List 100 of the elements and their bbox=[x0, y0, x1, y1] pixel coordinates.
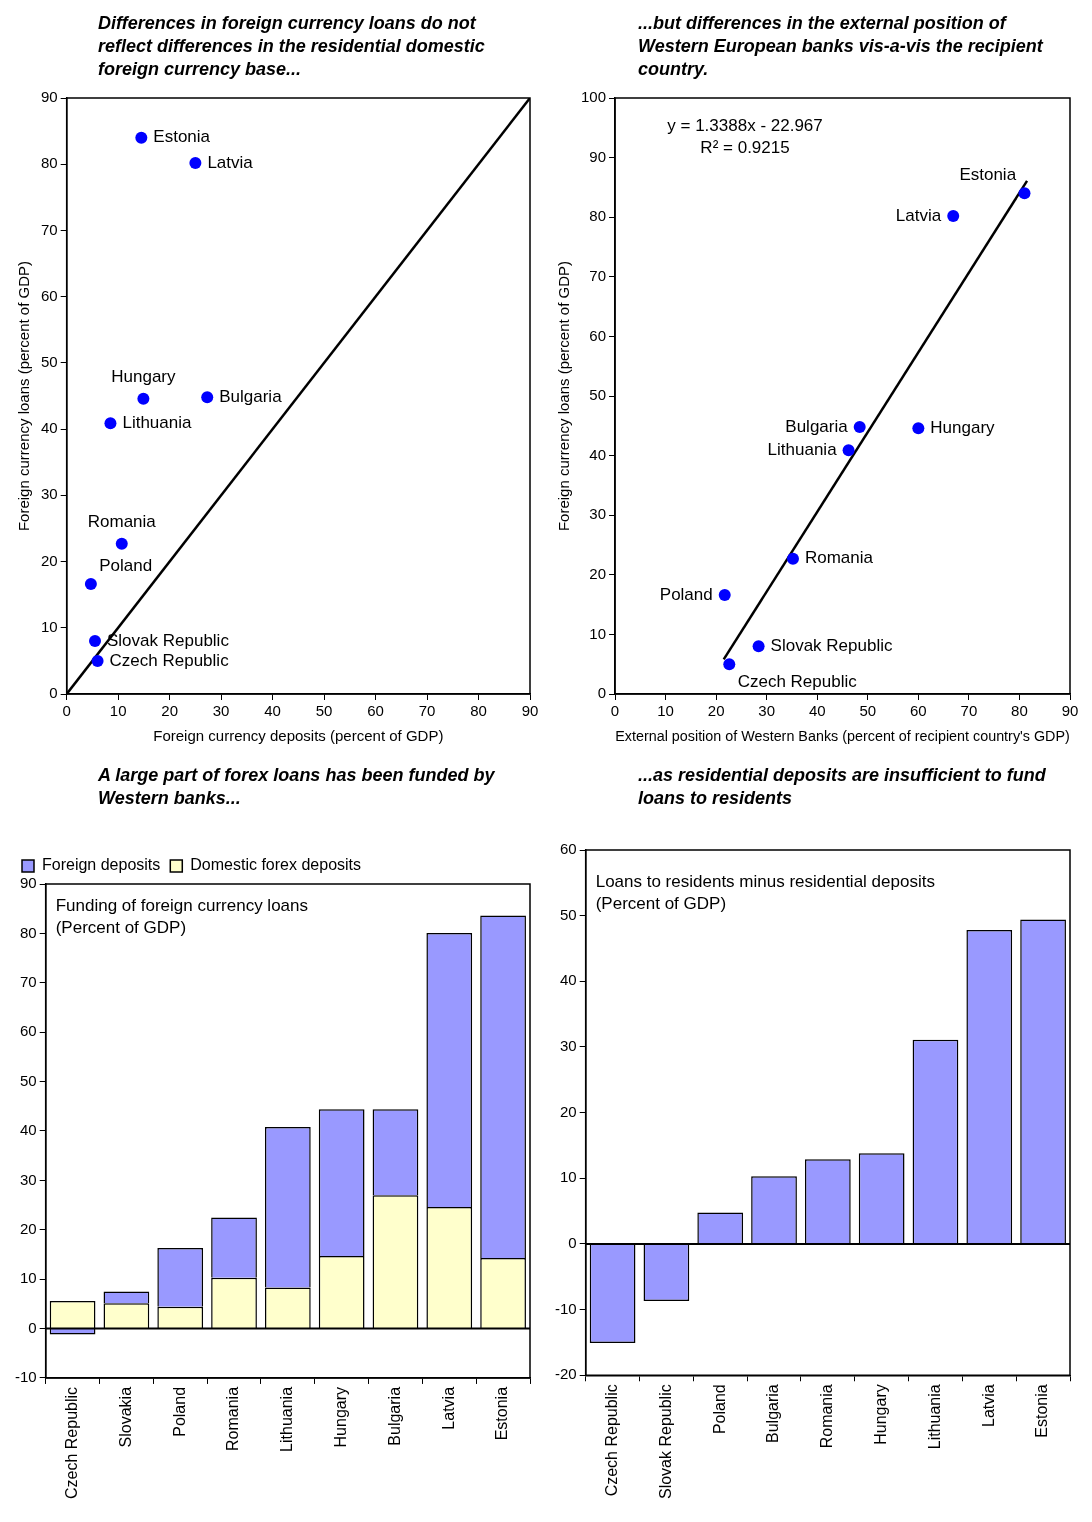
point bbox=[723, 658, 736, 671]
x-tick-label: 10 bbox=[109, 702, 127, 720]
x-tick-label: Bulgaria bbox=[764, 1384, 782, 1443]
y-tick-label: 60 bbox=[559, 840, 577, 858]
y-axis-title: Foreign currency loans (percent of GDP) bbox=[15, 260, 33, 532]
x-tick-label: Romania bbox=[224, 1386, 242, 1451]
x-tick-label: Czech Republic bbox=[62, 1386, 80, 1500]
point bbox=[842, 444, 855, 457]
x-tick-label: 30 bbox=[758, 702, 776, 720]
x-tick-label: 0 bbox=[610, 702, 620, 720]
y-tick-label: 40 bbox=[41, 419, 58, 437]
x-tick-label: 40 bbox=[264, 702, 281, 720]
x-tick-label: Poland bbox=[170, 1386, 188, 1437]
x-tick-label: 80 bbox=[470, 702, 487, 720]
y-tick-label: 80 bbox=[589, 207, 607, 225]
x-tick-label: Hungary bbox=[872, 1384, 890, 1445]
x-tick-label: Slovak Republic bbox=[656, 1384, 674, 1500]
point bbox=[912, 422, 925, 435]
x-tick-label: Latvia bbox=[439, 1386, 457, 1430]
annotation: Slovak Republic bbox=[107, 630, 230, 650]
y-tick-label: -10 bbox=[554, 1299, 577, 1317]
x-tick-label: Latvia bbox=[979, 1384, 997, 1427]
x-tick-label: Poland bbox=[710, 1384, 728, 1435]
x-axis-title: Foreign currency deposits (percent of GDP) bbox=[153, 727, 444, 745]
y-tick-label: 50 bbox=[19, 1071, 37, 1089]
x-tick-label: 80 bbox=[1011, 702, 1028, 720]
x-tick-label: 40 bbox=[808, 702, 826, 720]
annotation: (Percent of GDP) bbox=[55, 917, 187, 937]
y-tick-label: 100 bbox=[581, 88, 607, 106]
point bbox=[853, 420, 866, 433]
annotation: Romania bbox=[87, 511, 157, 531]
annotation: Bulgaria bbox=[219, 387, 283, 407]
chart-title: ...as residential deposits are insufficient to fund loans to residents bbox=[637, 764, 1047, 810]
y-tick-label: 40 bbox=[559, 971, 577, 989]
y-tick-label: 30 bbox=[559, 1037, 577, 1055]
legend-label: Foreign deposits bbox=[42, 856, 161, 874]
annotation: Hungary bbox=[930, 417, 996, 437]
annotation: Czech Republic bbox=[737, 671, 858, 691]
x-tick-label: Czech Republic bbox=[602, 1384, 620, 1497]
x-tick-label: 90 bbox=[1061, 702, 1079, 720]
y-tick-label: 60 bbox=[41, 286, 58, 304]
y-tick-label: 60 bbox=[19, 1022, 37, 1040]
x-tick-label: 70 bbox=[960, 702, 978, 720]
annotation: Lithuania bbox=[767, 439, 838, 459]
point bbox=[189, 156, 202, 169]
y-tick-label: 30 bbox=[19, 1170, 37, 1188]
chart-title: ...but differences in the external position of Western European banks vis-a-vis the recipient country. bbox=[637, 12, 1045, 81]
y-tick-label: 50 bbox=[589, 386, 607, 404]
y-tick-label: 0 bbox=[568, 1234, 577, 1252]
y-tick-label: 20 bbox=[41, 551, 58, 569]
x-tick-label: 20 bbox=[707, 702, 725, 720]
annotation: Slovak Republic bbox=[770, 636, 893, 656]
annotation: Latvia bbox=[895, 205, 942, 225]
y-tick-label: 70 bbox=[19, 972, 37, 990]
y-tick-label: 50 bbox=[41, 353, 58, 371]
annotation: Romania bbox=[804, 548, 874, 568]
point bbox=[1018, 187, 1031, 200]
point bbox=[84, 578, 97, 591]
x-tick-label: 0 bbox=[62, 702, 71, 720]
y-tick-label: 10 bbox=[559, 1168, 577, 1186]
point bbox=[115, 537, 128, 550]
annotation: Estonia bbox=[153, 127, 211, 147]
annotation: Hungary bbox=[111, 366, 177, 386]
y-tick-label: 0 bbox=[597, 684, 607, 702]
x-tick-label: Bulgaria bbox=[385, 1386, 403, 1446]
point bbox=[89, 635, 101, 648]
annotation: Loans to residents minus residential deposits bbox=[595, 871, 935, 891]
x-tick-label: 50 bbox=[315, 702, 333, 720]
y-tick-label: 20 bbox=[19, 1219, 37, 1237]
y-tick-label: 10 bbox=[19, 1269, 37, 1287]
point bbox=[137, 392, 150, 405]
annotation: Czech Republic bbox=[109, 650, 230, 670]
annotation: (Percent of GDP) bbox=[595, 893, 727, 913]
annotation: Latvia bbox=[207, 152, 254, 172]
annotation: Lithuania bbox=[122, 412, 192, 432]
legend-label: Domestic forex deposits bbox=[190, 856, 362, 874]
y-tick-label: 80 bbox=[19, 923, 37, 941]
chart-title: Differences in foreign currency loans do not reflect differences in the residential domestic foreign currency base... bbox=[97, 12, 486, 81]
x-tick-label: 60 bbox=[910, 702, 927, 720]
y-tick-label: -10 bbox=[14, 1368, 37, 1386]
y-tick-label: 70 bbox=[41, 220, 58, 238]
x-tick-label: 10 bbox=[657, 702, 674, 720]
x-tick-label: Estonia bbox=[493, 1386, 511, 1441]
x-tick-label: Hungary bbox=[332, 1386, 350, 1448]
x-tick-label: Romania bbox=[818, 1384, 836, 1449]
y-tick-label: 80 bbox=[41, 154, 58, 172]
y-tick-label: 30 bbox=[589, 505, 607, 523]
y-tick-label: 0 bbox=[49, 684, 58, 702]
y-tick-label: 10 bbox=[41, 617, 58, 635]
annotation: Estonia bbox=[959, 165, 1017, 185]
annotation: Poland bbox=[99, 555, 153, 575]
y-tick-label: 90 bbox=[19, 874, 37, 892]
x-tick-label: 20 bbox=[161, 702, 178, 720]
point bbox=[718, 589, 731, 602]
x-tick-label: Estonia bbox=[1033, 1384, 1051, 1438]
y-tick-label: 60 bbox=[589, 326, 607, 344]
x-tick-label: Lithuania bbox=[278, 1386, 296, 1452]
annotation: Funding of foreign currency loans bbox=[55, 895, 308, 915]
x-tick-label: 50 bbox=[859, 702, 877, 720]
x-tick-label: 90 bbox=[521, 702, 539, 720]
